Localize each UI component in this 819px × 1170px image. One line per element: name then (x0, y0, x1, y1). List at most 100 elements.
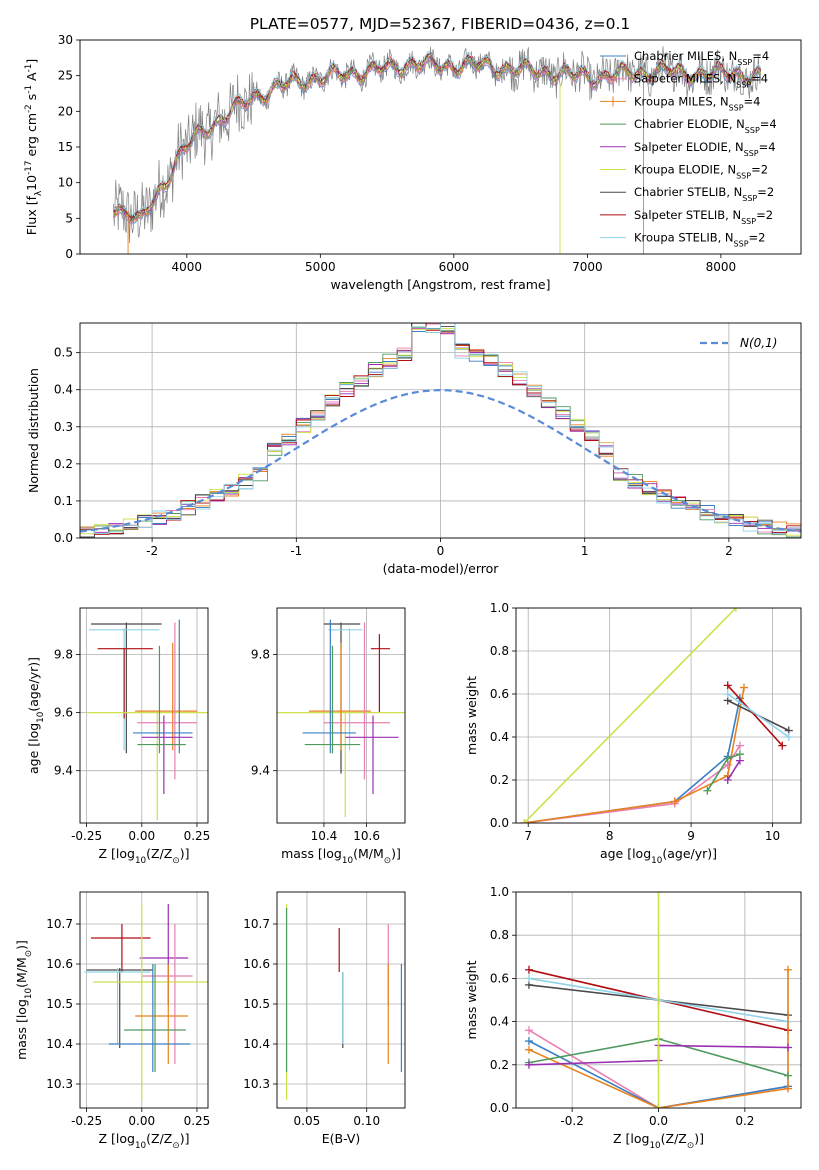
legend-label: Chabrier ELODIE, NSSP=4 (634, 117, 777, 135)
label-run: 10 (24, 988, 34, 1000)
legend-label: Salpeter MILES, NSSP=4 (634, 72, 768, 90)
plot-area (80, 323, 801, 538)
legend-label: Kroupa ELODIE, NSSP=2 (634, 163, 768, 181)
label-run: E(B-V) (322, 1131, 361, 1146)
label-run: -2 (24, 104, 34, 113)
axes-frame (276, 607, 406, 824)
x-axis-label: (data-model)/error (383, 561, 500, 576)
plot-area (84, 904, 208, 1100)
plot-area (520, 608, 793, 823)
weight-marker (735, 741, 744, 750)
x-tick-label: 2 (725, 544, 733, 558)
label-run: Flux [f (24, 195, 39, 235)
panel-spectrum: 4000 5000 6000 7000 8000 0 5 10 15 20 25 30 waveleng… (24, 33, 802, 292)
label-run: 10 (342, 856, 354, 866)
x-axis-label: E(B-V) (322, 1131, 361, 1146)
panel-residuals: -2 -1 0 1 2 0.0 0.1 0.2 0.3 0.4 0.5 (data-model)/er… (26, 322, 802, 576)
y-tick-label: 0.3 (54, 420, 73, 434)
y-tick-label: 0.6 (490, 687, 509, 701)
weight-marker (654, 892, 663, 896)
axes-frame (79, 322, 802, 539)
weight-marker (670, 797, 679, 806)
y-tick-label: 30 (58, 33, 73, 47)
weight-marker (654, 1104, 663, 1108)
y-tick-label: 10.7 (46, 917, 73, 931)
y-tick-label: 1.0 (490, 885, 509, 899)
x-axis-label: wavelength [Angstrom, rest frame] (330, 277, 550, 292)
weight-marker (723, 681, 732, 690)
x-tick-label: 10.4 (311, 829, 338, 843)
y-tick-label: 0.5 (54, 346, 73, 360)
panel-age_vs_Z: -0.25 0.00 0.259.49.69.8Z [log10(Z/Z⊙)]age… (26, 607, 210, 866)
label-run: =4 (760, 117, 777, 131)
x-tick-label: 4000 (172, 260, 203, 274)
weight-marker (520, 819, 529, 823)
label-run: Chabrier ELODIE, N (634, 117, 745, 131)
label-run: ⊙ (24, 950, 34, 957)
weight-line (523, 687, 745, 823)
label-run: ⊙ (384, 856, 391, 866)
label-run: erg cm (24, 113, 39, 161)
y-tick-label: 0.8 (490, 644, 509, 658)
y-tick-label: 10.7 (243, 917, 270, 931)
x-tick-label: 8000 (706, 260, 737, 274)
y-tick-label: 0.2 (54, 457, 73, 471)
y-tick-label: 0.1 (54, 494, 73, 508)
label-run: =4 (751, 72, 768, 86)
label-run: -17 (24, 161, 34, 175)
label-run: Kroupa MILES, N (634, 94, 729, 108)
label-run: =2 (757, 185, 774, 199)
label-run: SSP (736, 171, 751, 180)
x-tick-label: 0.0 (649, 1114, 668, 1128)
y-tick-label: 0.4 (54, 383, 73, 397)
weight-line (727, 684, 783, 747)
label-run: -1 (24, 64, 34, 73)
x-tick-label: 8 (606, 829, 614, 843)
y-axis-label: mass [log10(M/M⊙)] (14, 940, 34, 1060)
plot-area (113, 46, 762, 254)
x-axis-label: Z [log10(Z/Z⊙)] (98, 846, 189, 866)
y-tick-label: 25 (58, 69, 73, 83)
label-run: Kroupa STELIB, N (634, 231, 734, 245)
x-axis-label: Z [log10(Z/Z⊙)] (613, 1131, 704, 1151)
label-run: SSP (741, 216, 756, 225)
panel-age_vs_mass: 10.4 10.6 9.4 9.8 mass [log10(M/M⊙)] (251, 607, 406, 866)
label-run: SSP (729, 103, 744, 112)
label-run: )] (180, 1131, 190, 1146)
x-tick-label: 0.10 (353, 1114, 380, 1128)
x-tick-label: 0.25 (184, 1114, 211, 1128)
y-axis-label: Normed distribution (26, 368, 41, 493)
y-tick-label: 9.6 (54, 706, 73, 720)
label-run: SSP (734, 239, 749, 248)
weight-marker (524, 1026, 533, 1035)
label-run: mass weight (464, 676, 479, 755)
label-run: =4 (759, 140, 776, 154)
x-axis-label: Z [log10(Z/Z⊙)] (98, 1131, 189, 1151)
label-run: (data-model)/error (383, 561, 500, 576)
label-run: =2 (749, 231, 766, 245)
legend-label: N(0,1) (740, 336, 777, 350)
legend-label: Chabrier STELIB, NSSP=2 (634, 185, 774, 203)
y-tick-label: 10.5 (243, 997, 270, 1011)
axes-frame (79, 891, 209, 1109)
label-run: 10 (135, 856, 147, 866)
y-tick-label: 10.6 (243, 957, 270, 971)
label-run: Salpeter ELODIE, N (634, 140, 744, 154)
y-tick-label: 0.0 (54, 531, 73, 545)
weight-line (523, 745, 741, 823)
label-run: ] (24, 59, 39, 64)
label-run: Z [log (98, 1131, 134, 1146)
label-run: )] (14, 940, 29, 950)
normal-distribution-curve (80, 388, 801, 533)
label-run: (M/M (14, 957, 29, 988)
label-run: ⊙ (172, 856, 179, 866)
label-run: =2 (751, 163, 768, 177)
weight-marker (731, 608, 740, 612)
label-run: )] (391, 846, 401, 861)
x-tick-label: 0.00 (128, 829, 155, 843)
label-run: Chabrier STELIB, N (634, 185, 742, 199)
x-tick-label: 0.2 (735, 1114, 754, 1128)
x-tick-label: 0.05 (294, 1114, 321, 1128)
weight-line (523, 608, 737, 823)
